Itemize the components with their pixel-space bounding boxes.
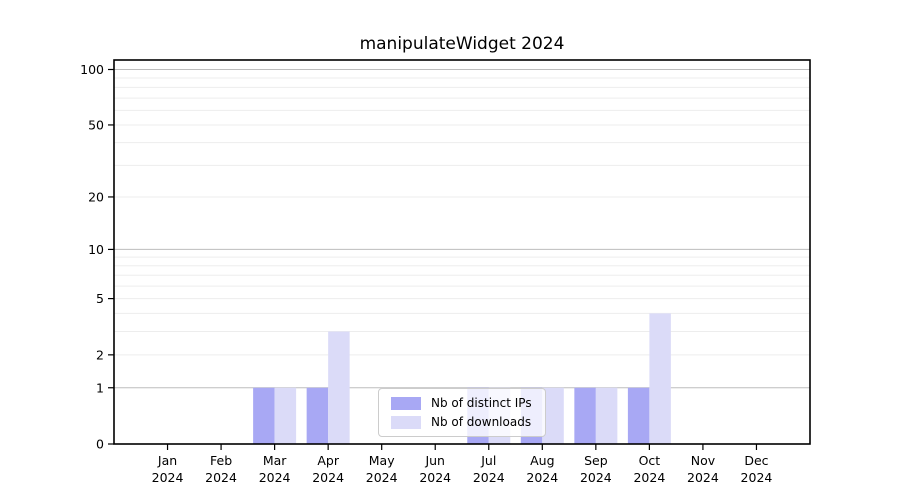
y-tick-label-0: 0 [96, 437, 104, 452]
x-tick-label-may: May [369, 453, 395, 468]
plot-border [113, 59, 811, 445]
x-tick-label-apr: Apr [317, 453, 339, 468]
legend: Nb of distinct IPs Nb of downloads [378, 388, 546, 437]
bar-downloads-aug [542, 387, 564, 444]
y-tick-label-100: 100 [80, 62, 104, 77]
chart-title: manipulateWidget 2024 [359, 34, 565, 54]
y-tick-label-20: 20 [88, 189, 104, 204]
legend-swatch-distinct-ips [391, 396, 421, 410]
bar-distinct-ips-apr [306, 387, 329, 444]
x-tick-label-aug: Aug [530, 453, 554, 468]
legend-swatch-downloads [391, 415, 421, 429]
x-tick-label-year-may: 2024 [366, 470, 398, 485]
x-tick-label-sep: Sep [584, 453, 608, 468]
bar-distinct-ips-oct [627, 387, 650, 444]
y-tick-label-10: 10 [88, 242, 104, 257]
bar-distinct-ips-sep [574, 387, 596, 444]
bar-downloads-mar [274, 387, 297, 444]
x-tick-label-nov: Nov [691, 453, 716, 468]
x-tick-label-feb: Feb [210, 453, 232, 468]
x-tick-label-year-apr: 2024 [312, 470, 344, 485]
x-tick-label-year-sep: 2024 [580, 470, 612, 485]
x-tick-label-year-feb: 2024 [205, 470, 237, 485]
x-tick-label-year-mar: 2024 [259, 470, 291, 485]
x-tick-label-year-jan: 2024 [152, 470, 184, 485]
x-tick-label-year-oct: 2024 [633, 470, 665, 485]
x-tick-label-jun: Jun [424, 453, 445, 468]
legend-label-distinct-ips: Nb of distinct IPs [431, 396, 532, 410]
x-tick-label-oct: Oct [639, 453, 661, 468]
y-tick-label-5: 5 [96, 291, 104, 306]
y-tick-label-1: 1 [96, 380, 104, 395]
x-tick-label-year-dec: 2024 [741, 470, 773, 485]
x-tick-label-year-nov: 2024 [687, 470, 719, 485]
bar-downloads-apr [328, 331, 350, 444]
x-tick-label-year-jul: 2024 [473, 470, 505, 485]
legend-label-downloads: Nb of downloads [431, 415, 532, 429]
legend-item-distinct-ips: Nb of distinct IPs [391, 396, 545, 410]
bar-downloads-sep [595, 387, 618, 444]
y-tick-label-50: 50 [88, 117, 104, 132]
x-tick-label-jan: Jan [157, 453, 177, 468]
bar-distinct-ips-mar [253, 387, 275, 444]
x-tick-label-jul: Jul [480, 453, 496, 468]
legend-item-downloads: Nb of downloads [391, 415, 545, 429]
bar-downloads-oct [649, 313, 671, 444]
x-tick-label-year-aug: 2024 [526, 470, 558, 485]
x-tick-label-mar: Mar [263, 453, 287, 468]
x-tick-label-dec: Dec [744, 453, 768, 468]
x-tick-label-year-jun: 2024 [419, 470, 451, 485]
y-tick-label-2: 2 [96, 347, 104, 362]
